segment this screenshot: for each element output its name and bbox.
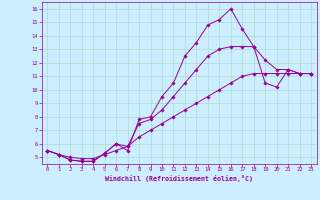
X-axis label: Windchill (Refroidissement éolien,°C): Windchill (Refroidissement éolien,°C) [105, 175, 253, 182]
